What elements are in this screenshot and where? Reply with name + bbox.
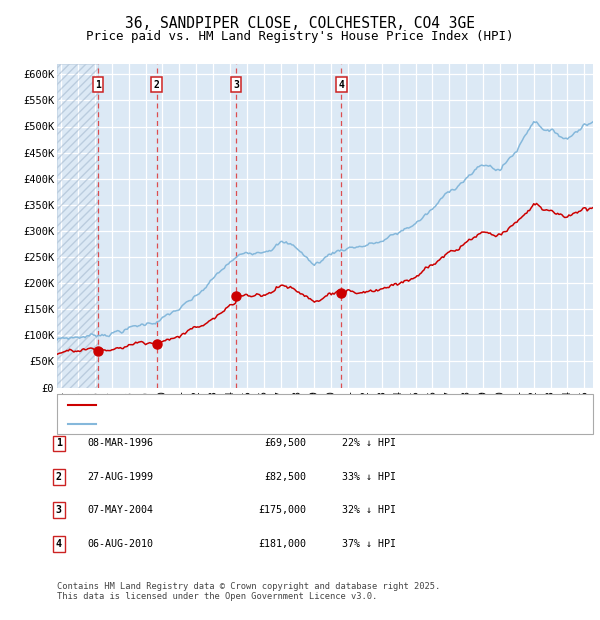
Text: 4: 4 (338, 80, 344, 90)
Text: 08-MAR-1996: 08-MAR-1996 (87, 438, 153, 448)
Text: 33% ↓ HPI: 33% ↓ HPI (342, 472, 396, 482)
Text: 37% ↓ HPI: 37% ↓ HPI (342, 539, 396, 549)
Text: £175,000: £175,000 (258, 505, 306, 515)
Text: 1: 1 (56, 438, 62, 448)
Text: 3: 3 (56, 505, 62, 515)
Text: 22% ↓ HPI: 22% ↓ HPI (342, 438, 396, 448)
Text: 27-AUG-1999: 27-AUG-1999 (87, 472, 153, 482)
Text: £82,500: £82,500 (264, 472, 306, 482)
Text: 2: 2 (154, 80, 160, 90)
Text: 07-MAY-2004: 07-MAY-2004 (87, 505, 153, 515)
Text: 4: 4 (56, 539, 62, 549)
Text: Price paid vs. HM Land Registry's House Price Index (HPI): Price paid vs. HM Land Registry's House … (86, 30, 514, 43)
Text: 1: 1 (95, 80, 101, 90)
Text: 2: 2 (56, 472, 62, 482)
Text: £69,500: £69,500 (264, 438, 306, 448)
Text: 36, SANDPIPER CLOSE, COLCHESTER, CO4 3GE: 36, SANDPIPER CLOSE, COLCHESTER, CO4 3GE (125, 16, 475, 30)
Text: £181,000: £181,000 (258, 539, 306, 549)
Text: 32% ↓ HPI: 32% ↓ HPI (342, 505, 396, 515)
Text: 3: 3 (233, 80, 239, 90)
Text: 36, SANDPIPER CLOSE, COLCHESTER, CO4 3GE (detached house): 36, SANDPIPER CLOSE, COLCHESTER, CO4 3GE… (102, 400, 444, 410)
Text: 06-AUG-2010: 06-AUG-2010 (87, 539, 153, 549)
Text: HPI: Average price, detached house, Colchester: HPI: Average price, detached house, Colc… (102, 419, 378, 429)
Text: Contains HM Land Registry data © Crown copyright and database right 2025.
This d: Contains HM Land Registry data © Crown c… (57, 582, 440, 601)
